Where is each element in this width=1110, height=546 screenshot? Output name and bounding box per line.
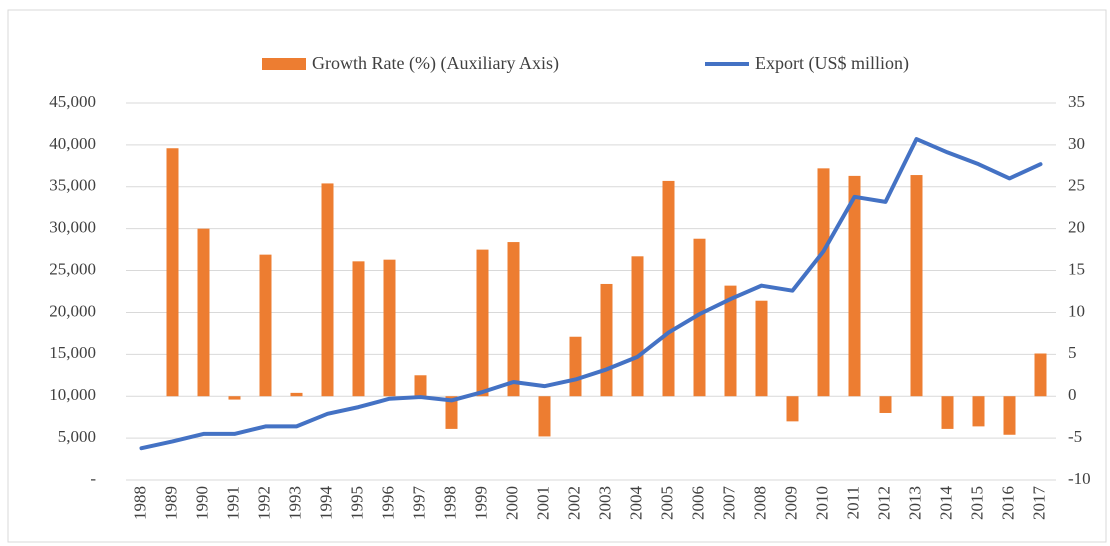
legend-swatch <box>262 58 306 70</box>
x-tick-label: 2000 <box>502 486 521 520</box>
x-tick-label: 2013 <box>905 486 924 520</box>
bar <box>631 256 644 397</box>
y-tick-label: 15,000 <box>49 343 96 362</box>
x-tick-label: 1999 <box>471 486 490 520</box>
bar <box>1003 396 1016 435</box>
y2-tick-label: 0 <box>1068 385 1077 404</box>
y-tick-label: 10,000 <box>49 385 96 404</box>
y-tick-label: 35,000 <box>49 176 96 195</box>
bar <box>259 254 272 397</box>
bar <box>569 336 582 397</box>
x-tick-label: 1997 <box>409 486 428 521</box>
x-tick-label: 2007 <box>719 486 738 521</box>
x-tick-label: 2005 <box>657 486 676 520</box>
bar <box>383 259 396 397</box>
x-tick-label: 2003 <box>595 486 614 520</box>
bar <box>724 285 737 397</box>
x-tick-label: 1988 <box>130 486 149 520</box>
bar <box>445 396 458 429</box>
x-tick-label: 1994 <box>316 486 335 521</box>
x-tick-label: 2017 <box>1029 486 1048 521</box>
x-tick-label: 2004 <box>626 486 645 521</box>
y2-tick-label: 20 <box>1068 218 1085 237</box>
y2-tick-label: 5 <box>1068 343 1077 362</box>
x-tick-label: 2002 <box>564 486 583 520</box>
bar <box>693 238 706 397</box>
x-tick-label: 2014 <box>936 486 955 521</box>
x-tick-label: 1993 <box>285 486 304 520</box>
y2-tick-label: 25 <box>1068 176 1085 195</box>
x-tick-label: 1990 <box>192 486 211 520</box>
bar <box>507 242 520 397</box>
bar <box>817 168 830 397</box>
x-tick-label: 2006 <box>688 486 707 520</box>
bar <box>290 392 303 397</box>
bar <box>228 396 241 400</box>
y2-tick-label: 10 <box>1068 301 1085 320</box>
bar <box>414 375 427 397</box>
chart-frame <box>7 9 1107 543</box>
x-tick-label: 1998 <box>440 486 459 520</box>
x-tick-label: 2010 <box>812 486 831 520</box>
x-tick-label: 2015 <box>967 486 986 520</box>
bar <box>197 228 210 397</box>
bar <box>1034 353 1047 397</box>
bar <box>476 249 489 397</box>
x-tick-label: 2016 <box>998 486 1017 520</box>
y2-tick-label: 30 <box>1068 134 1085 153</box>
y-tick-label: 45,000 <box>49 92 96 111</box>
x-tick-label: 2012 <box>874 486 893 520</box>
x-tick-label: 2011 <box>843 486 862 519</box>
bar <box>321 183 334 397</box>
legend-label: Growth Rate (%) (Auxiliary Axis) <box>312 53 559 74</box>
bar <box>352 261 365 397</box>
x-tick-label: 1996 <box>378 486 397 520</box>
bar <box>972 396 985 427</box>
bar <box>538 396 551 437</box>
bar <box>910 175 923 397</box>
bar <box>786 396 799 422</box>
x-tick-label: 1991 <box>223 486 242 520</box>
bar <box>755 300 768 397</box>
x-tick-label: 1989 <box>161 486 180 520</box>
y2-tick-label: -5 <box>1068 427 1082 446</box>
line <box>139 137 1043 451</box>
y2-tick-label: 35 <box>1068 92 1085 111</box>
x-tick-label: 2009 <box>781 486 800 520</box>
y-tick-label: 25,000 <box>49 259 96 278</box>
y2-tick-label: 15 <box>1068 259 1085 278</box>
bar <box>662 180 675 397</box>
bar <box>600 283 613 397</box>
y-tick-label: 5,000 <box>58 427 96 446</box>
bar <box>879 396 892 413</box>
x-tick-label: 2001 <box>533 486 552 520</box>
x-tick-label: 1992 <box>254 486 273 520</box>
y-tick-label: - <box>90 469 96 488</box>
bar <box>941 396 954 429</box>
x-tick-label: 2008 <box>750 486 769 520</box>
bar <box>848 175 861 397</box>
y-tick-label: 40,000 <box>49 134 96 153</box>
y-tick-label: 20,000 <box>49 301 96 320</box>
legend-label: Export (US$ million) <box>755 53 909 74</box>
x-tick-label: 1995 <box>347 486 366 520</box>
bar <box>166 148 179 397</box>
y-tick-label: 30,000 <box>49 218 96 237</box>
y2-tick-label: -10 <box>1068 469 1091 488</box>
